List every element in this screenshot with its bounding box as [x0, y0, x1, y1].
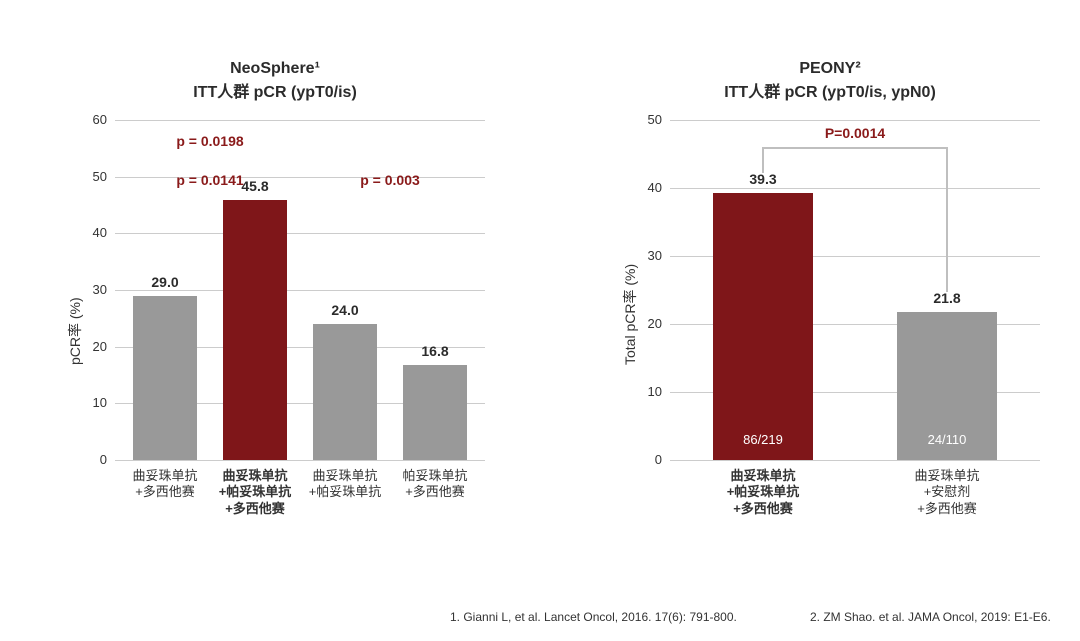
left-bar-value-2: 24.0: [313, 302, 377, 318]
right-pval: P=0.0014: [795, 125, 915, 141]
right-bracket-side-0: [762, 147, 764, 173]
left-gridline: [115, 120, 485, 121]
left-ylabel: pCR率 (%): [65, 297, 85, 365]
left-xlabel-2: 曲妥珠单抗+帕妥珠单抗: [303, 468, 387, 501]
right-gridline: [670, 188, 1040, 189]
right-bar-0: [713, 193, 813, 460]
right-ytick: 10: [622, 384, 662, 399]
right-ytick: 30: [622, 248, 662, 263]
left-bar-2: [313, 324, 377, 460]
left-bar-1: [223, 200, 287, 460]
left-bar-3: [403, 365, 467, 460]
right-ytick: 40: [622, 180, 662, 195]
right-bracket-side-1: [946, 147, 948, 292]
left-ytick: 50: [67, 169, 107, 184]
left-ytick: 0: [67, 452, 107, 467]
right-xlabel-1: 曲妥珠单抗+安慰剂+多西他赛: [858, 468, 1036, 517]
left-pval-2: p = 0.003: [320, 172, 460, 188]
left-ytick: 40: [67, 225, 107, 240]
left-xlabel-0: 曲妥珠单抗+多西他赛: [123, 468, 207, 501]
left-bar-value-0: 29.0: [133, 274, 197, 290]
right-bar-value-1: 21.8: [897, 290, 997, 306]
left-gridline: [115, 290, 485, 291]
right-panel-title: PEONY²ITT人群 pCR (ypT0/is, ypN0): [610, 60, 1050, 102]
left-bar-value-3: 16.8: [403, 343, 467, 359]
left-panel-title: NeoSphere¹ITT人群 pCR (ypT0/is): [55, 60, 495, 102]
right-bracket-top: [763, 147, 947, 149]
left-gridline: [115, 460, 485, 461]
left-pval-0: p = 0.0141: [140, 172, 280, 188]
left-ytick: 10: [67, 395, 107, 410]
right-ytick: 0: [622, 452, 662, 467]
left-pval-1: p = 0.0198: [140, 133, 280, 149]
left-bar-0: [133, 296, 197, 460]
right-chart: PEONY²ITT人群 pCR (ypT0/is, ypN0)010203040…: [610, 60, 1050, 530]
footnote-ref1: 1. Gianni L, et al. Lancet Oncol, 2016. …: [450, 610, 737, 624]
footnote-ref2: 2. ZM Shao. et al. JAMA Oncol, 2019: E1-…: [810, 610, 1051, 624]
left-ytick: 60: [67, 112, 107, 127]
left-ytick: 30: [67, 282, 107, 297]
right-xlabel-0: 曲妥珠单抗+帕妥珠单抗+多西他赛: [674, 468, 852, 517]
left-xlabel-3: 帕妥珠单抗+多西他赛: [393, 468, 477, 501]
left-xlabel-1: 曲妥珠单抗+帕妥珠单抗+多西他赛: [213, 468, 297, 517]
left-chart: NeoSphere¹ITT人群 pCR (ypT0/is)01020304050…: [55, 60, 495, 530]
right-ytick: 50: [622, 112, 662, 127]
right-bar-value-0: 39.3: [713, 171, 813, 187]
right-ylabel: Total pCR率 (%): [620, 264, 640, 365]
right-gridline: [670, 120, 1040, 121]
slide: NeoSphere¹ITT人群 pCR (ypT0/is)01020304050…: [0, 0, 1080, 641]
left-gridline: [115, 233, 485, 234]
